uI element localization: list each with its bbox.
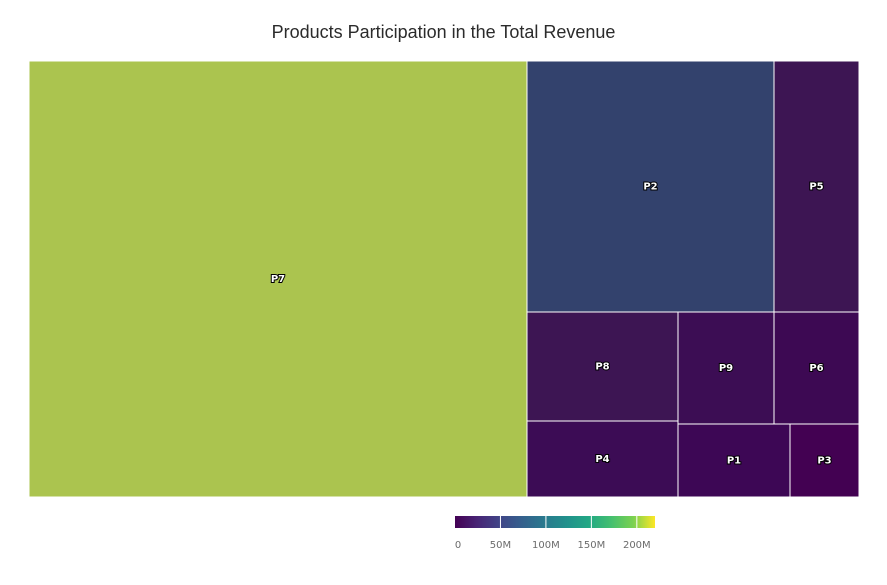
tile-label-p3: P3	[817, 456, 831, 467]
tile-p4[interactable]	[526, 420, 679, 498]
tile-label-p1: P1	[727, 456, 741, 467]
tile-label-p6: P6	[809, 363, 823, 374]
tile-label-p4: P4	[595, 454, 609, 465]
tile-label-p2: P2	[643, 182, 657, 193]
colorbar-tick-label: 50M	[490, 540, 511, 551]
tile-p9[interactable]	[677, 311, 775, 425]
tile-p2[interactable]	[526, 60, 775, 313]
colorbar-tick-label: 150M	[578, 540, 606, 551]
tile-label-p9: P9	[719, 363, 733, 374]
colorbar	[455, 516, 655, 528]
colorbar-tick-label: 100M	[532, 540, 560, 551]
tile-p6[interactable]	[773, 311, 860, 425]
chart-title: Products Participation in the Total Reve…	[271, 22, 616, 42]
colorbar-tick-label: 0	[455, 540, 461, 551]
colorbar-tick-label: 200M	[623, 540, 651, 551]
tile-label-p5: P5	[809, 182, 823, 193]
tile-label-p8: P8	[595, 362, 609, 373]
colorbar-legend: 0 50M 100M 150M 200M	[455, 516, 655, 551]
treemap-tiles: P7 P2 P5 P8 P9 P6 P4 P1 P3	[28, 60, 860, 498]
tile-p1[interactable]	[677, 423, 791, 498]
tile-p8[interactable]	[526, 311, 679, 422]
tile-p5[interactable]	[773, 60, 860, 313]
tile-p3[interactable]	[789, 423, 860, 498]
tile-label-p7: P7	[271, 274, 285, 285]
